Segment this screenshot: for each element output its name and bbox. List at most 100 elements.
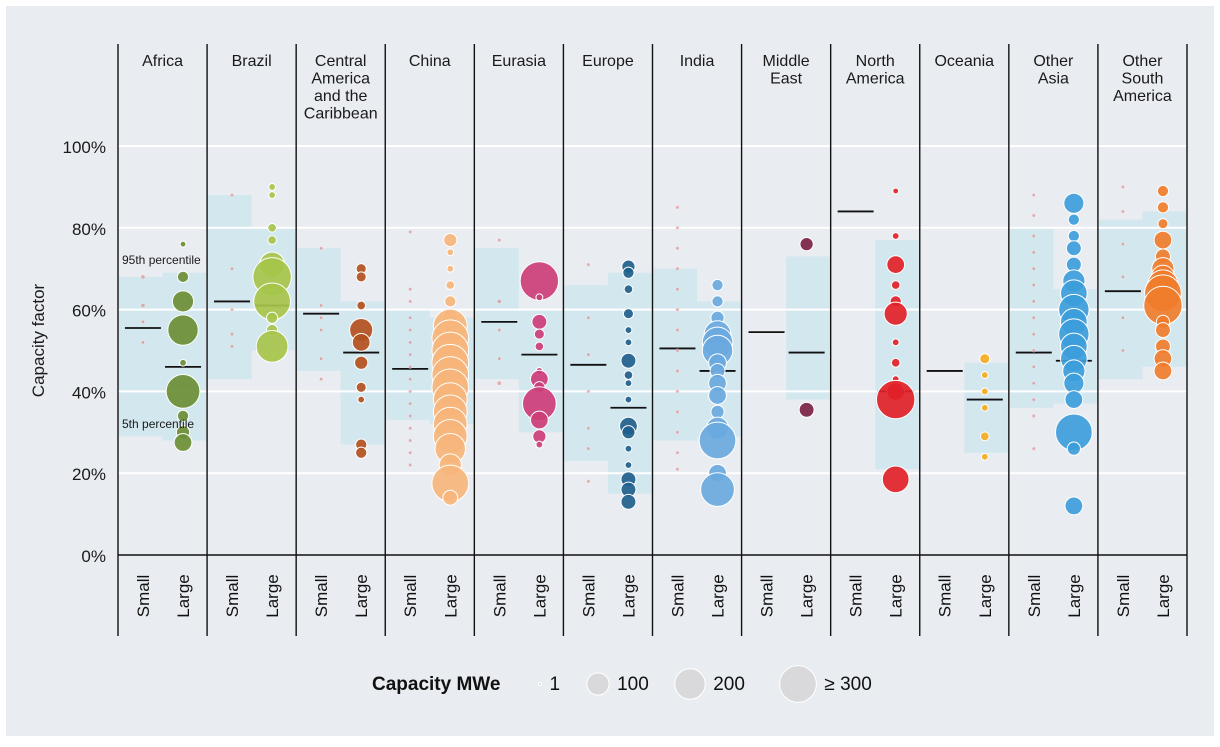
- data-point-small: [319, 356, 324, 361]
- data-point-small: [408, 389, 413, 394]
- data-point-large: [179, 358, 187, 367]
- data-point-small: [408, 229, 413, 234]
- region-label: Eurasia: [492, 53, 546, 70]
- y-tick-label: 60%: [72, 302, 106, 321]
- percentile-band-small: [119, 276, 163, 437]
- y-tick-label: 40%: [72, 383, 106, 402]
- data-point-large: [620, 352, 637, 369]
- y-tick-label: 100%: [63, 138, 106, 157]
- legend-label: 200: [713, 674, 745, 695]
- data-point-large: [980, 371, 989, 379]
- data-point-large: [798, 401, 815, 418]
- data-point-small: [140, 274, 146, 280]
- region-label: North: [856, 53, 895, 70]
- percentile-band-small: [1009, 227, 1054, 408]
- data-point-small: [1031, 193, 1036, 197]
- data-point-large: [535, 440, 544, 449]
- data-point-small: [319, 315, 324, 320]
- data-point-large: [1064, 496, 1084, 516]
- region-label: East: [770, 71, 803, 88]
- data-point-large: [165, 374, 201, 409]
- data-point-small: [1120, 209, 1125, 214]
- data-point-large: [355, 381, 367, 393]
- data-point-small: [408, 450, 413, 455]
- data-point-large: [444, 295, 457, 308]
- data-point-large: [356, 300, 367, 311]
- data-point-small: [408, 463, 413, 467]
- size-group-label: Large: [798, 574, 817, 617]
- region-label: Oceania: [934, 53, 994, 70]
- data-point-large: [624, 338, 633, 347]
- size-group-label: Small: [1025, 575, 1044, 618]
- data-point-large: [624, 379, 633, 388]
- data-point-small: [586, 262, 591, 267]
- data-point-large: [890, 280, 901, 290]
- percentile-band-small: [653, 268, 698, 441]
- region-label: America: [311, 71, 370, 88]
- data-point-large: [875, 379, 916, 420]
- size-group-label: Large: [174, 574, 193, 617]
- region-label: Caribbean: [304, 106, 378, 123]
- data-point-large: [891, 232, 900, 240]
- size-group-label: Large: [352, 574, 371, 617]
- data-point-large: [980, 403, 989, 412]
- data-point-large: [267, 235, 277, 245]
- data-point-small: [408, 438, 413, 443]
- data-point-large: [167, 314, 199, 346]
- data-point-small: [675, 225, 680, 230]
- data-point-large: [886, 255, 906, 274]
- data-point-large: [1067, 229, 1080, 243]
- data-point-small: [319, 328, 324, 332]
- region-label: Africa: [142, 53, 183, 70]
- data-point-large: [531, 313, 548, 330]
- size-group-label: Large: [530, 574, 549, 617]
- data-point-large: [355, 446, 368, 459]
- size-group-label: Small: [1114, 575, 1133, 618]
- data-point-large: [1064, 390, 1084, 409]
- region-label: Other: [1033, 53, 1074, 70]
- region-label: and the: [314, 88, 367, 105]
- data-point-large: [534, 341, 545, 352]
- data-point-small: [141, 319, 145, 324]
- data-point-large: [1156, 184, 1170, 198]
- data-point-large: [624, 444, 633, 453]
- legend-size-marker: [586, 672, 610, 696]
- data-point-large: [710, 404, 725, 419]
- data-point-small: [1031, 299, 1036, 304]
- size-group-label: Small: [579, 575, 598, 618]
- data-point-large: [443, 232, 458, 248]
- data-point-small: [1031, 381, 1036, 386]
- data-point-large: [442, 489, 459, 506]
- data-point-small: [1120, 274, 1125, 279]
- data-point-small: [319, 246, 324, 251]
- percentile-band-large: [875, 240, 919, 470]
- data-point-small: [675, 369, 680, 373]
- data-point-large: [1066, 441, 1081, 456]
- data-point-small: [408, 377, 413, 382]
- region-label: America: [1113, 88, 1172, 105]
- data-point-large: [980, 387, 989, 396]
- data-point-small: [141, 340, 145, 345]
- data-point-large: [623, 370, 634, 380]
- data-point-small: [586, 315, 591, 320]
- data-point-large: [624, 461, 633, 469]
- size-group-label: Small: [668, 575, 687, 618]
- size-group-label: Large: [619, 574, 638, 617]
- data-point-large: [698, 421, 737, 460]
- data-point-small: [497, 328, 502, 332]
- percentile-band-small: [475, 248, 519, 380]
- legend-size-marker: [779, 665, 817, 703]
- size-group-label: Small: [936, 575, 955, 618]
- data-point-small: [408, 315, 413, 320]
- region-label: Middle: [763, 53, 810, 70]
- data-point-small: [408, 299, 413, 304]
- data-point-large: [892, 187, 900, 195]
- data-point-small: [675, 389, 680, 394]
- data-point-large: [267, 222, 277, 233]
- data-point-large: [980, 452, 989, 461]
- data-point-small: [1031, 446, 1036, 451]
- size-group-label: Small: [401, 575, 420, 618]
- legend-label: ≥ 300: [824, 674, 871, 695]
- size-group-label: Small: [847, 575, 866, 618]
